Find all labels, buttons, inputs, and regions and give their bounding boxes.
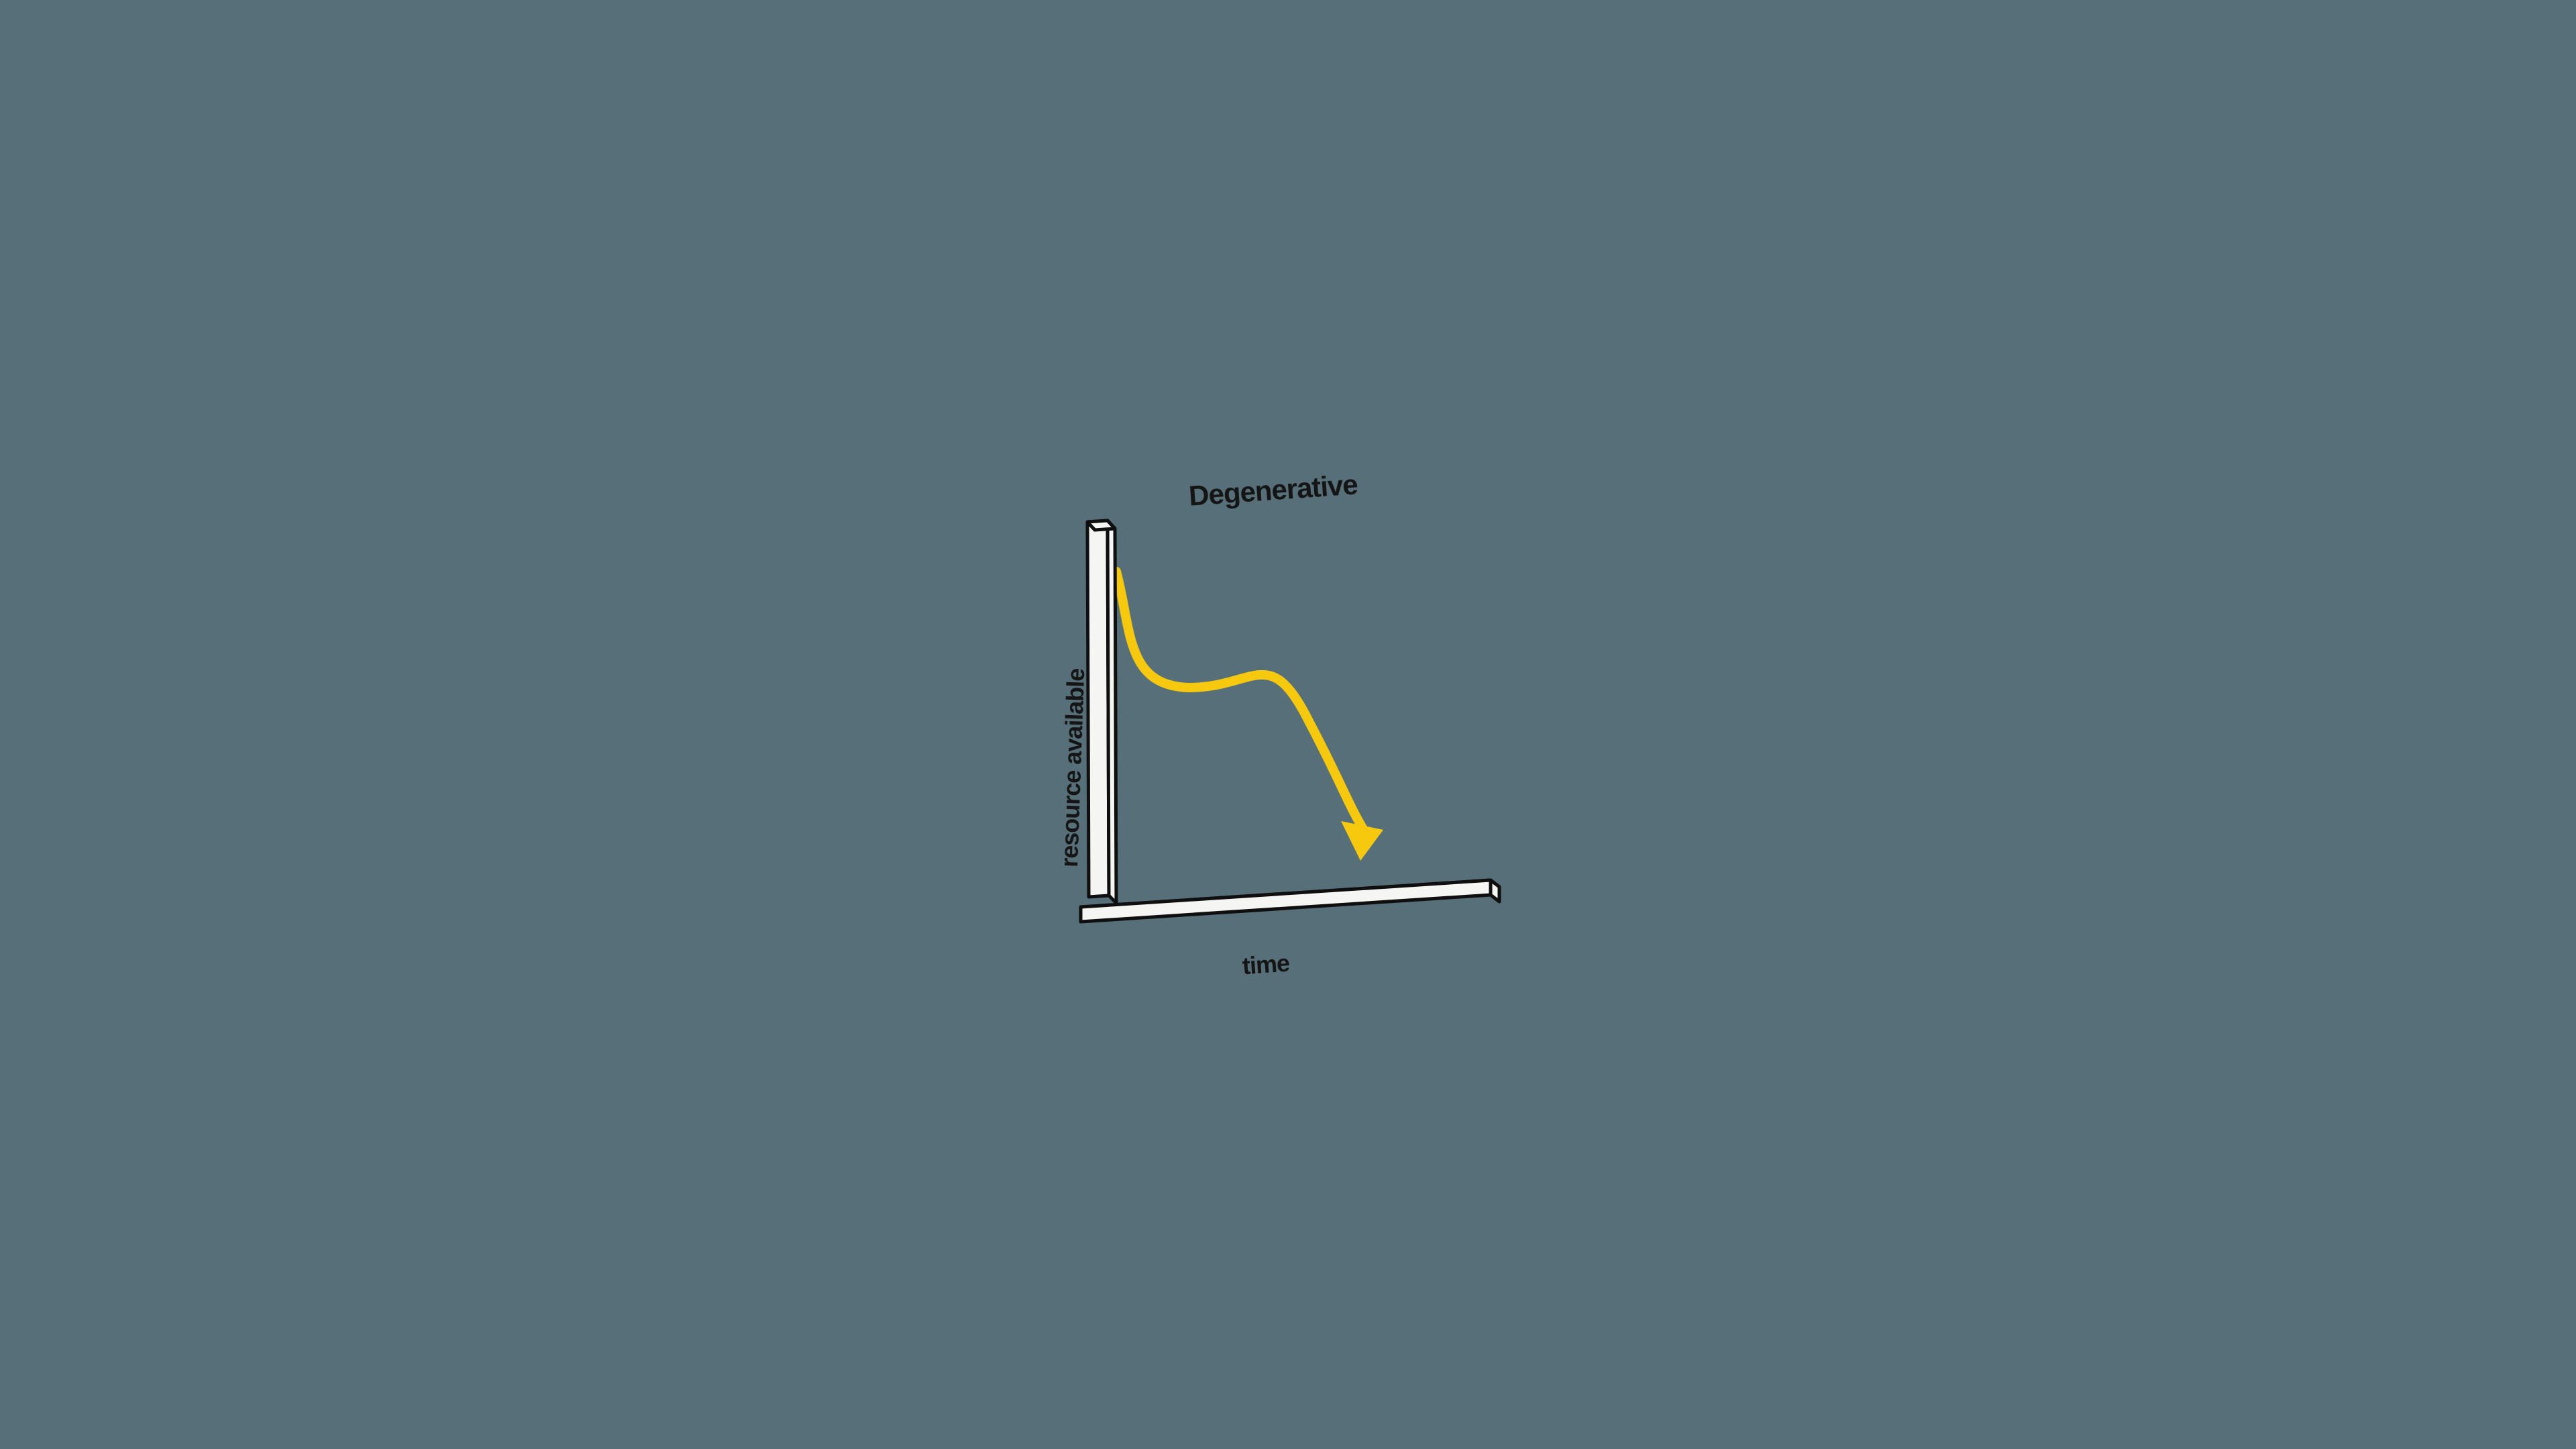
curve-line [1116,572,1364,831]
y-axis-side [1108,521,1116,903]
chart-stage: Degenerative resource available time [759,427,1817,1022]
chart-svg [759,427,1817,1022]
curve-arrowhead [1341,821,1383,861]
x-axis-side [1491,880,1499,902]
y-axis-front [1087,521,1109,897]
x-axis-front [1081,880,1491,922]
y-axis-top [1087,521,1115,530]
x-axis-label: time [1242,949,1291,981]
